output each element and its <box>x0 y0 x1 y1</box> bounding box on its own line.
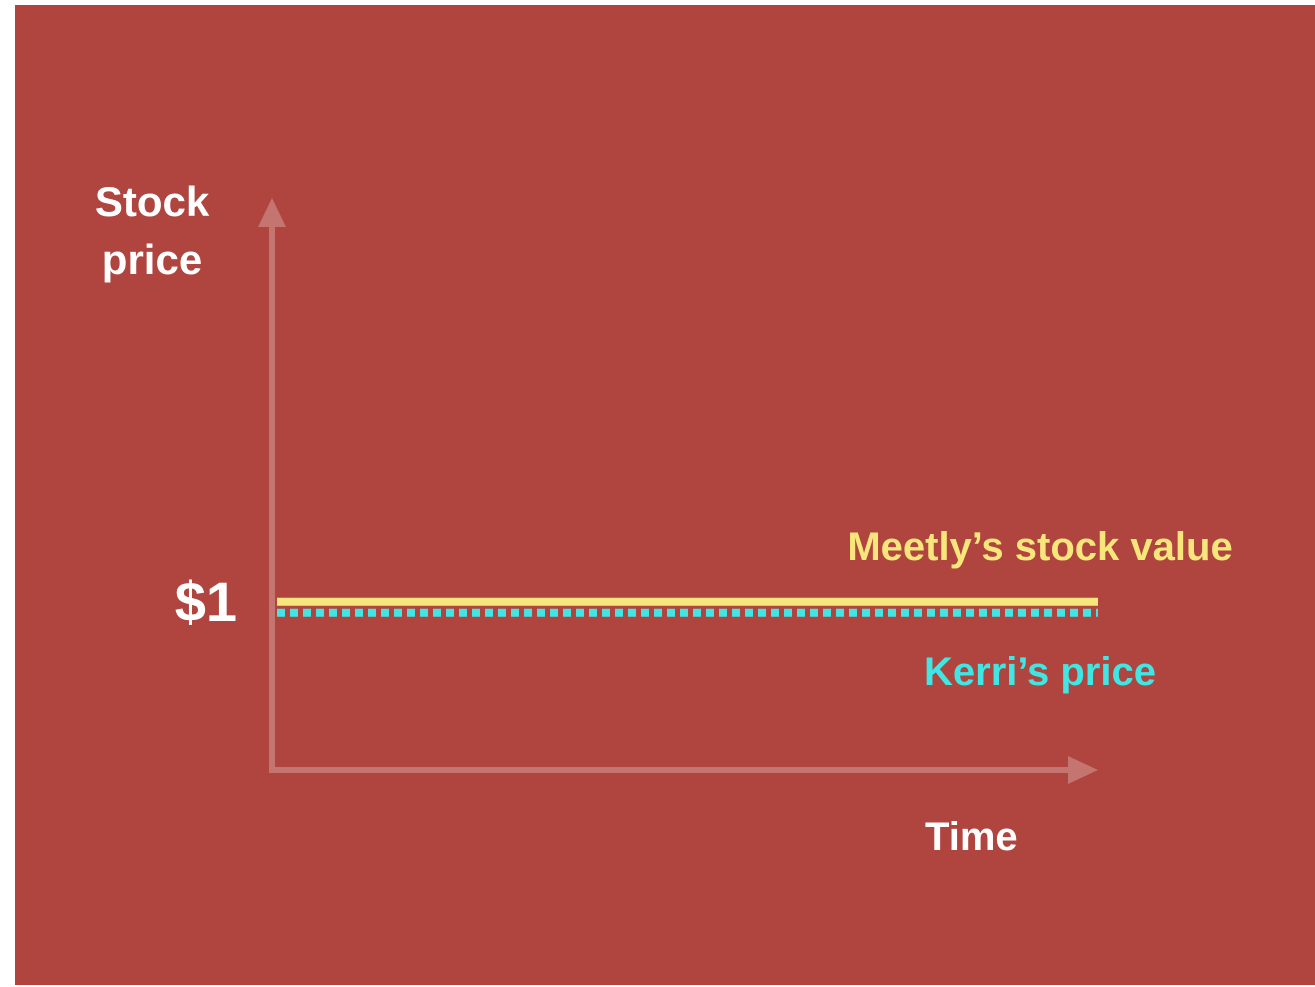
series-label: Kerri’s price <box>924 650 1156 694</box>
plot-area <box>258 198 1098 784</box>
y-axis-arrow <box>258 198 286 227</box>
chart: Stock price Time $1 Meetly’s stock value K… <box>15 5 1315 985</box>
y-tick-label: $1 <box>174 569 237 633</box>
x-axis-arrow <box>1068 756 1098 784</box>
y-axis-label: Stock price <box>94 178 210 283</box>
series-label: Meetly’s stock value <box>847 525 1233 569</box>
x-axis-label: Time <box>925 815 1018 859</box>
